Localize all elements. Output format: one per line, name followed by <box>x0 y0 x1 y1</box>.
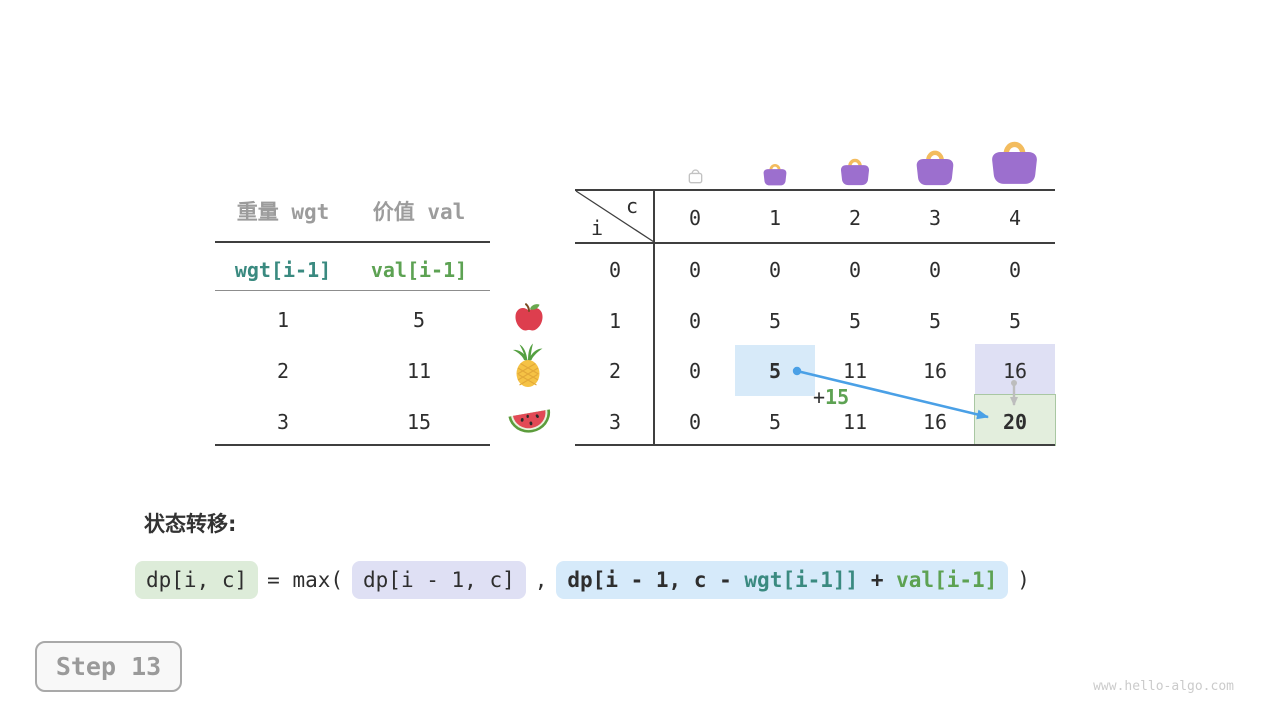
formula-comma: , <box>534 568 548 592</box>
dp-cell-1-0: 0 <box>688 308 702 333</box>
state-transition-formula: dp[i, c] = max( dp[i - 1, c] , dp[i - 1,… <box>135 561 1039 599</box>
item-table-subheader-wgt: wgt[i-1] <box>234 258 332 282</box>
plus-sign: + <box>813 385 826 409</box>
pineapple-icon <box>513 343 543 387</box>
dp-rule-bottom <box>575 444 1055 446</box>
bag-large-icon <box>916 150 954 186</box>
bag-small-icon <box>763 163 787 186</box>
step-indicator: Step 13 <box>35 641 182 692</box>
bag-xlarge-icon <box>992 141 1037 184</box>
bag-empty-icon <box>688 169 703 184</box>
dp-cell-1-1: 5 <box>768 308 782 333</box>
dp-cell-3-3: 16 <box>922 409 948 434</box>
dp-highlight-source-cell <box>735 345 815 396</box>
bag-medium-icon <box>840 158 870 186</box>
transition-arrow <box>792 366 989 420</box>
item-table-rule-mid <box>215 290 490 291</box>
dp-cell-3-4: 20 <box>1002 409 1028 434</box>
dp-corner-cell: c i <box>575 190 655 243</box>
dp-cell-3-2: 11 <box>842 409 868 434</box>
dp-cell-0-3: 0 <box>928 257 942 282</box>
dp-col-header-1: 1 <box>768 205 782 230</box>
apple-icon <box>515 303 543 331</box>
dp-cell-1-3: 5 <box>928 308 942 333</box>
dp-cell-2-0: 0 <box>688 358 702 383</box>
dp-rule-header <box>575 242 1055 244</box>
dp-cell-1-2: 5 <box>848 308 862 333</box>
dp-cell-0-0: 0 <box>688 257 702 282</box>
item-table-header-weight: 重量 wgt <box>236 200 330 224</box>
dp-corner-col-var: c <box>625 194 638 218</box>
watermelon-icon <box>508 409 551 433</box>
corner-diagonal-line <box>575 190 655 243</box>
item-table-subheader-val: val[i-1] <box>370 258 468 282</box>
item-weight-1: 1 <box>276 307 290 332</box>
item-value-2: 11 <box>406 358 432 383</box>
dp-col-header-4: 4 <box>1008 205 1022 230</box>
formula-arg1: dp[i - 1, c] <box>352 561 526 599</box>
added-value: 15 <box>825 385 850 409</box>
formula-arg2-prefix: dp[i - 1, c - <box>567 568 745 592</box>
dp-cell-3-1: 5 <box>768 409 782 434</box>
formula-arg2-wgt: wgt[i-1]] <box>744 568 859 592</box>
dp-row-label-2: 2 <box>608 358 622 383</box>
dp-corner-row-var: i <box>591 216 604 240</box>
formula-arg2-val: val[i-1] <box>896 568 998 592</box>
step-label: Step 13 <box>55 652 162 681</box>
dp-cell-1-4: 5 <box>1008 308 1022 333</box>
dp-cell-0-1: 0 <box>768 257 782 282</box>
dp-col-header-3: 3 <box>928 205 942 230</box>
item-table-rule-top <box>215 241 490 243</box>
item-value-3: 15 <box>406 409 432 434</box>
formula-lhs: dp[i, c] <box>135 561 259 599</box>
added-value-annotation: +15 <box>813 385 849 409</box>
dp-col-header-0: 0 <box>688 205 702 230</box>
dp-cell-2-3: 16 <box>922 358 948 383</box>
dp-row-label-3: 3 <box>608 409 622 434</box>
dp-row-label-0: 0 <box>608 257 622 282</box>
state-transition-label: 状态转移: <box>144 512 237 536</box>
item-table-header-value: 价值 val <box>372 200 466 224</box>
watermark: www.hello-algo.com <box>1093 679 1234 694</box>
dp-cell-0-4: 0 <box>1008 257 1022 282</box>
item-weight-3: 3 <box>276 409 290 434</box>
dp-col-header-2: 2 <box>848 205 862 230</box>
dp-rule-top <box>575 189 1055 191</box>
formula-arg2-plus: + <box>858 568 897 592</box>
dp-cell-2-1: 5 <box>768 358 782 383</box>
dp-rule-vertical <box>653 189 655 446</box>
dp-cell-2-2: 11 <box>842 358 868 383</box>
carry-down-arrow <box>1010 380 1018 406</box>
dp-row-label-1: 1 <box>608 308 622 333</box>
formula-close-paren: ) <box>1017 568 1030 592</box>
formula-eq-max: = max( <box>267 568 344 592</box>
item-table-rule-bottom <box>215 444 490 446</box>
dp-cell-2-4: 16 <box>1002 358 1028 383</box>
dp-cell-0-2: 0 <box>848 257 862 282</box>
formula-arg2: dp[i - 1, c - wgt[i-1]] + val[i-1] <box>556 561 1009 599</box>
item-value-1: 5 <box>412 307 426 332</box>
dp-cell-3-0: 0 <box>688 409 702 434</box>
item-weight-2: 2 <box>276 358 290 383</box>
